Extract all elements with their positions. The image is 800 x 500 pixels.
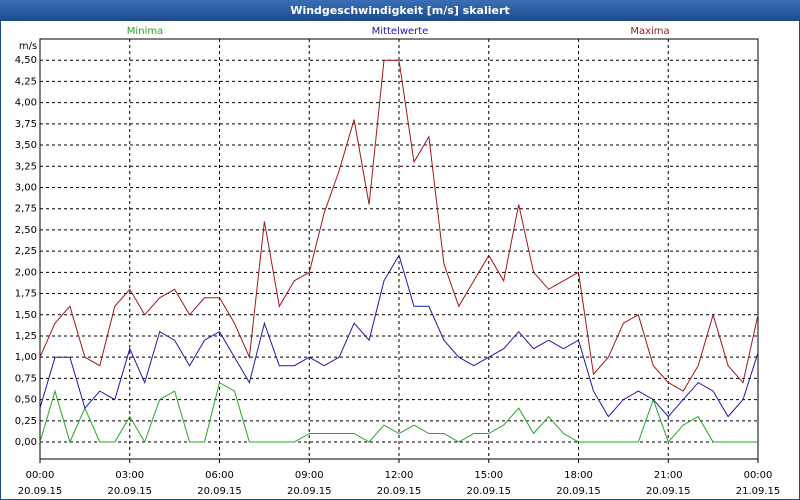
y-tick-label: 0,25: [15, 416, 37, 427]
y-tick-label: 2,00: [15, 267, 37, 278]
series-line: [39, 59, 759, 392]
y-tick-label: 1,50: [15, 310, 37, 321]
x-tick-label: 12:00: [385, 470, 414, 481]
chart-title: Windgeschwindigkeit [m/s] skaliert: [290, 4, 509, 17]
y-tick-label: 3,50: [15, 140, 37, 151]
y-tick-label: 4,50: [15, 55, 37, 66]
x-tick-label: 06:00: [205, 470, 234, 481]
x-tick-label: 15:00: [474, 470, 503, 481]
x-tick-date: 20.09.15: [646, 486, 691, 497]
y-tick-label: 2,75: [15, 204, 37, 215]
x-tick-label: 21:00: [654, 470, 683, 481]
series-line: [39, 254, 759, 418]
x-tick-date: 20.09.15: [107, 486, 152, 497]
y-tick-label: 3,75: [15, 119, 37, 130]
y-tick-label: 4,25: [15, 76, 37, 87]
x-tick-date: 20.09.15: [18, 486, 63, 497]
y-axis-label: m/s: [19, 41, 37, 52]
y-tick-label: 3,00: [15, 182, 37, 193]
x-tick-date: 20.09.15: [287, 486, 332, 497]
y-tick-label: 3,25: [15, 161, 37, 172]
x-tick-date: 21.09.15: [736, 486, 781, 497]
y-tick-label: 4,00: [15, 98, 37, 109]
x-tick-label: 00:00: [26, 470, 55, 481]
y-tick-label: 0,50: [15, 395, 37, 406]
legend-label: Maxima: [630, 26, 669, 37]
x-tick-date: 20.09.15: [197, 486, 242, 497]
legend-label: Minima: [127, 26, 163, 37]
title-bar: [0, 0, 800, 21]
y-tick-label: 1,75: [15, 289, 37, 300]
x-tick-label: 03:00: [115, 470, 144, 481]
x-tick-label: 00:00: [744, 470, 773, 481]
x-tick-label: 18:00: [564, 470, 593, 481]
x-tick-date: 20.09.15: [377, 486, 422, 497]
y-tick-label: 2,25: [15, 246, 37, 257]
legend-label: Mittelwerte: [372, 26, 429, 37]
y-tick-label: 0,00: [15, 437, 37, 448]
y-tick-label: 1,25: [15, 331, 37, 342]
x-tick-label: 09:00: [295, 470, 324, 481]
series-line: [39, 381, 758, 444]
x-tick-date: 20.09.15: [466, 486, 511, 497]
y-tick-label: 2,50: [15, 225, 37, 236]
x-tick-date: 20.09.15: [556, 486, 601, 497]
y-tick-label: 1,00: [15, 352, 37, 363]
y-tick-label: 0,75: [15, 373, 37, 384]
